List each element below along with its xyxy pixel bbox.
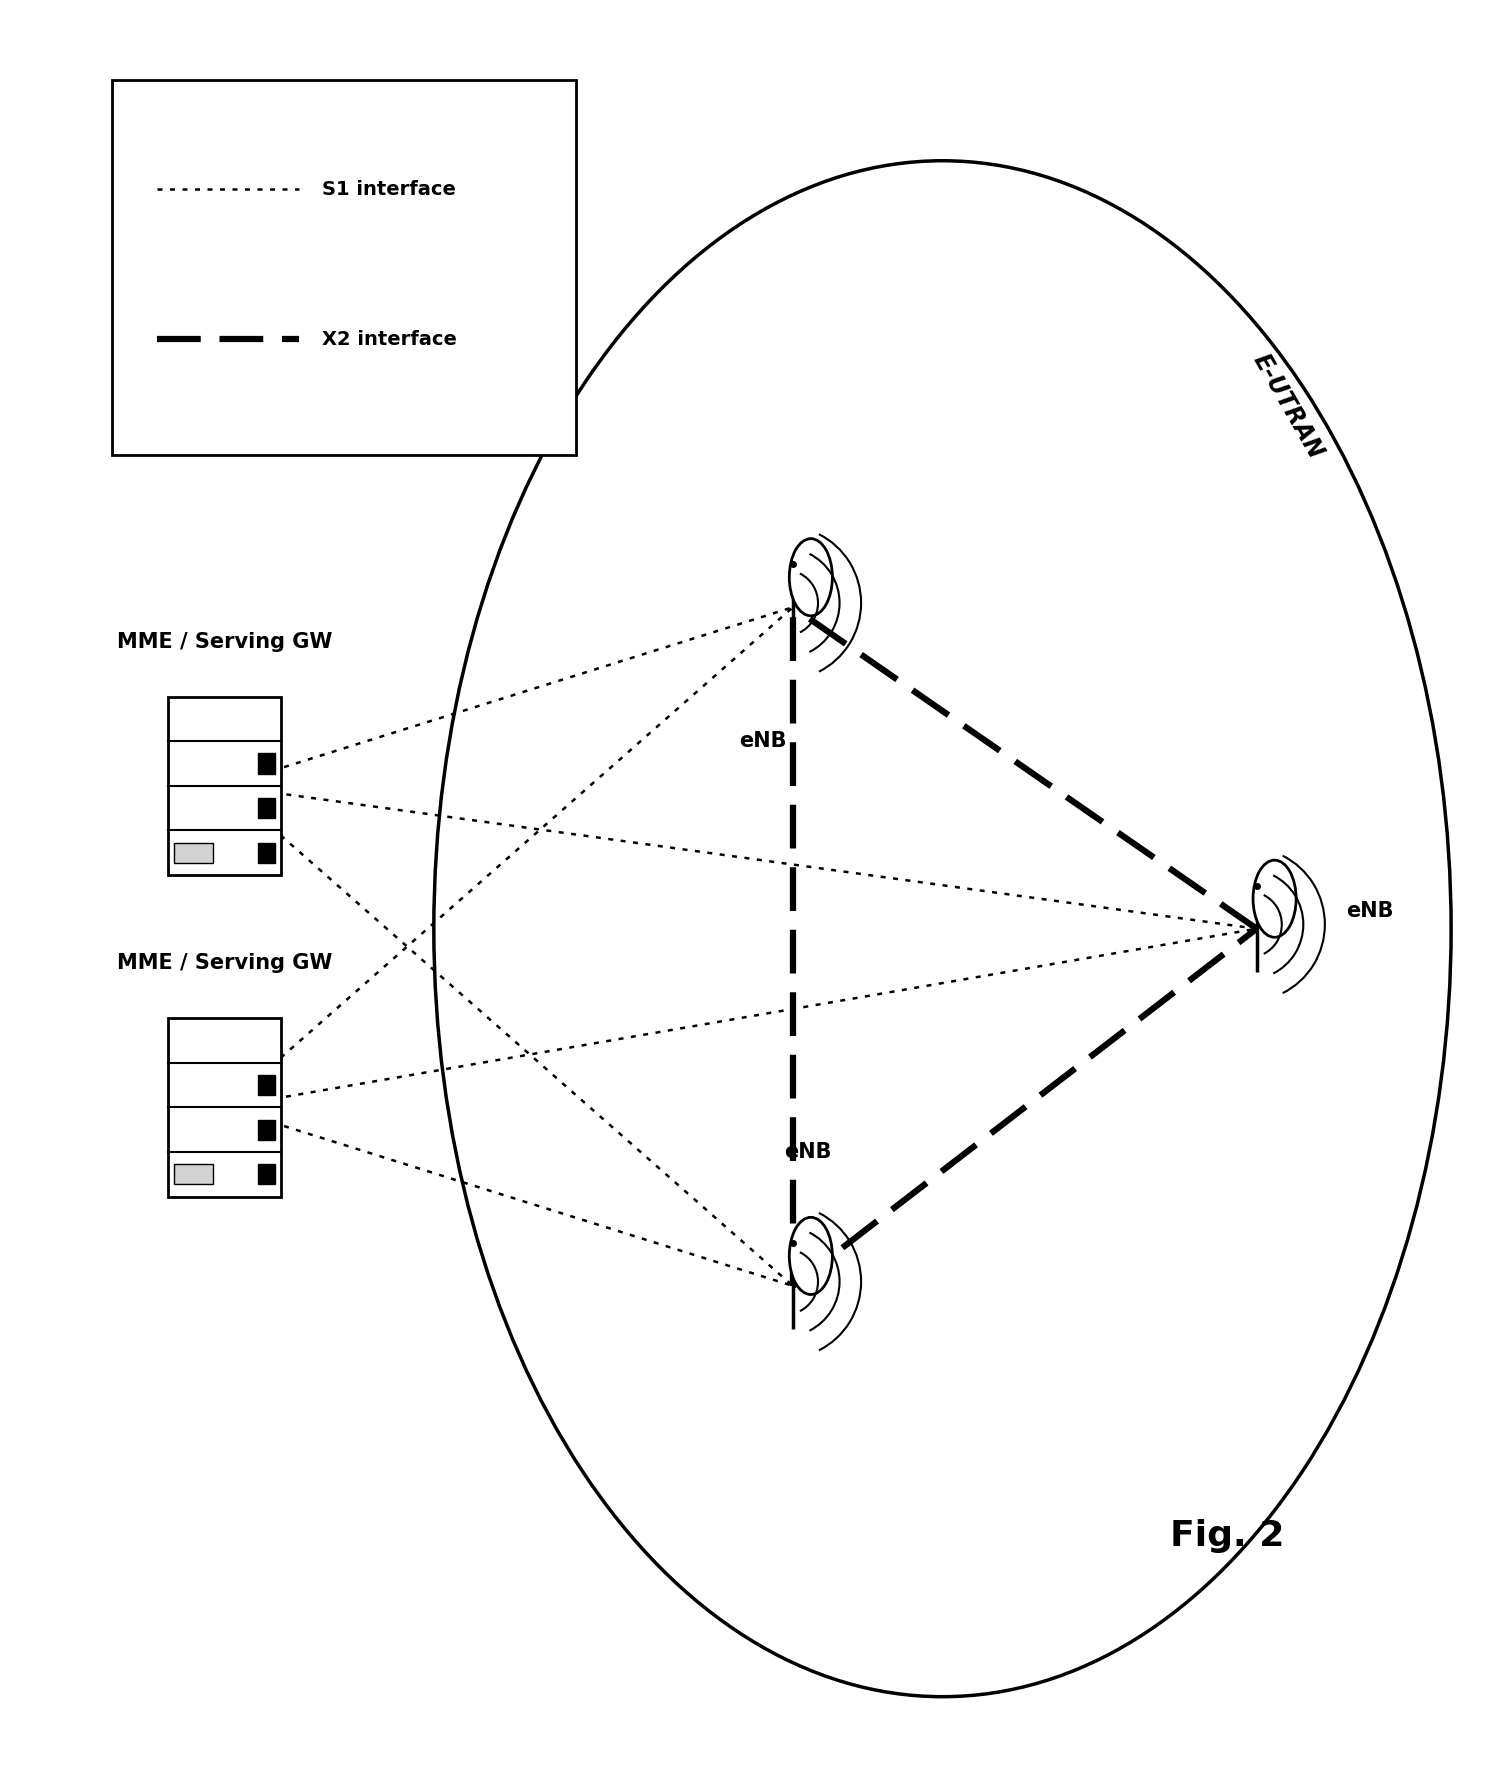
Text: MME / Serving GW: MME / Serving GW	[117, 632, 332, 652]
Ellipse shape	[1254, 861, 1296, 938]
Bar	[174, 1164, 212, 1184]
Text: S1 interface: S1 interface	[322, 180, 455, 198]
Bar	[257, 1075, 275, 1095]
FancyBboxPatch shape	[168, 697, 281, 875]
FancyBboxPatch shape	[168, 1018, 281, 1197]
Bar	[257, 754, 275, 773]
Text: eNB: eNB	[1346, 900, 1394, 922]
Bar	[174, 843, 212, 863]
Text: X2 interface: X2 interface	[322, 330, 456, 348]
Text: Fig. 2: Fig. 2	[1170, 1518, 1284, 1554]
Bar	[257, 798, 275, 818]
Text: E-UTRAN: E-UTRAN	[1249, 350, 1328, 463]
Bar	[257, 1164, 275, 1184]
Bar	[257, 1120, 275, 1139]
Text: eNB: eNB	[739, 730, 787, 752]
Text: MME / Serving GW: MME / Serving GW	[117, 954, 332, 973]
Ellipse shape	[790, 1218, 832, 1295]
Text: eNB: eNB	[784, 1141, 832, 1163]
FancyBboxPatch shape	[112, 80, 576, 455]
Ellipse shape	[790, 539, 832, 616]
Bar	[257, 843, 275, 863]
